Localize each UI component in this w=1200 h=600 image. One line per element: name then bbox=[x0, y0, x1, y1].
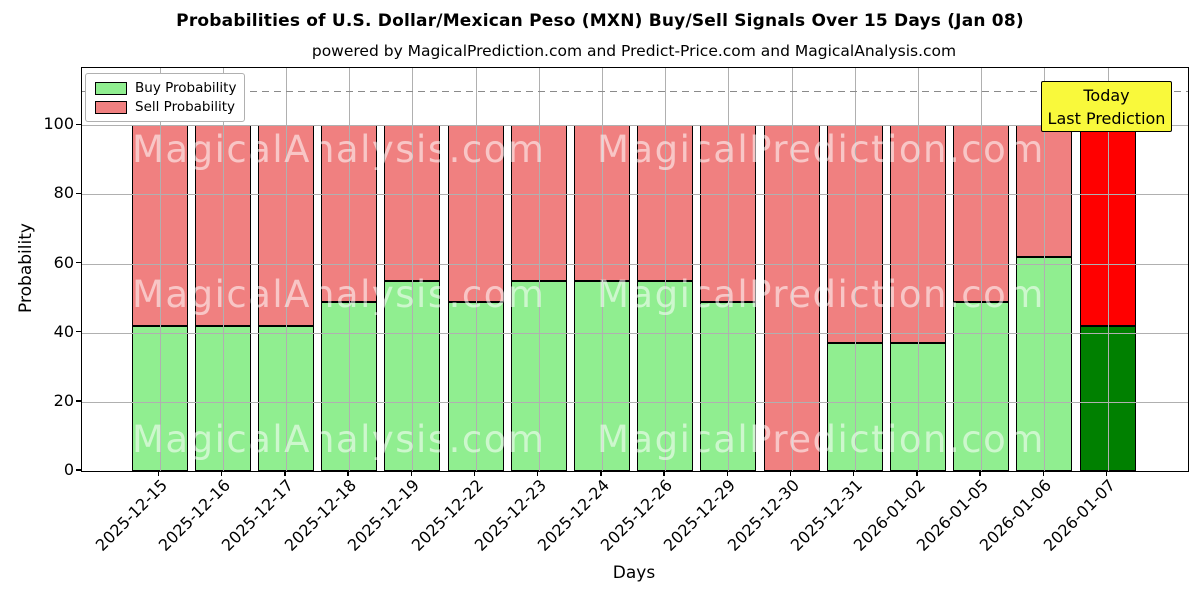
chart-subtitle: powered by MagicalPrediction.com and Pre… bbox=[311, 42, 957, 60]
v-gridline-5 bbox=[475, 68, 477, 471]
y-tick-mark-60 bbox=[76, 261, 81, 264]
x-tick-mark-2 bbox=[284, 471, 286, 476]
v-gridline-10 bbox=[791, 68, 793, 471]
legend-label-buy: Buy Probability bbox=[135, 80, 237, 96]
legend: Buy Probability Sell Probability bbox=[85, 73, 245, 122]
v-gridline-14 bbox=[1044, 68, 1046, 471]
y-tick-mark-20 bbox=[76, 400, 81, 402]
v-gridline-15 bbox=[1107, 68, 1109, 471]
y-tick-label-0: 0 bbox=[63, 460, 74, 479]
x-tick-mark-9 bbox=[726, 471, 728, 476]
v-gridline-7 bbox=[601, 68, 603, 471]
v-gridline-12 bbox=[917, 68, 919, 471]
v-gridline-9 bbox=[728, 68, 730, 471]
legend-swatch-buy bbox=[95, 81, 127, 95]
y-tick-label-20: 20 bbox=[53, 390, 74, 410]
chart-title: Probabilities of U.S. Dollar/Mexican Pes… bbox=[176, 11, 1024, 31]
y-tick-label-100: 100 bbox=[43, 114, 74, 134]
today-annotation-box: Today Last Prediction bbox=[1041, 81, 1172, 132]
today-annotation-line2: Last Prediction bbox=[1047, 108, 1166, 128]
v-gridline-13 bbox=[981, 68, 983, 471]
x-tick-mark-14 bbox=[1042, 471, 1044, 476]
plot-area: MagicalAnalysis.com MagicalPrediction.com… bbox=[81, 67, 1189, 472]
y-tick-mark-0 bbox=[76, 469, 81, 471]
x-tick-mark-10 bbox=[789, 471, 792, 476]
y-tick-mark-100 bbox=[76, 123, 81, 125]
v-gridline-8 bbox=[665, 68, 667, 471]
x-tick-mark-5 bbox=[473, 471, 476, 476]
h-gridline-60 bbox=[82, 263, 1188, 265]
v-gridline-3 bbox=[349, 68, 351, 471]
x-tick-mark-7 bbox=[600, 471, 602, 476]
y-tick-mark-80 bbox=[76, 192, 81, 195]
h-gridline-100 bbox=[82, 125, 1188, 127]
legend-label-sell: Sell Probability bbox=[135, 99, 236, 115]
x-tick-mark-12 bbox=[916, 471, 918, 476]
x-tick-mark-13 bbox=[979, 471, 981, 476]
v-gridline-0 bbox=[159, 68, 161, 471]
x-tick-mark-0 bbox=[157, 471, 160, 476]
v-gridline-2 bbox=[285, 68, 287, 471]
x-tick-mark-15 bbox=[1105, 471, 1108, 476]
y-tick-label-80: 80 bbox=[53, 183, 74, 203]
v-gridline-6 bbox=[538, 68, 540, 471]
v-gridline-11 bbox=[854, 68, 856, 471]
today-annotation-line1: Today bbox=[1083, 85, 1130, 105]
v-gridline-4 bbox=[412, 68, 414, 471]
y-tick-label-60: 60 bbox=[53, 252, 74, 272]
legend-row-buy: Buy Probability bbox=[95, 81, 244, 95]
x-tick-mark-4 bbox=[410, 471, 412, 476]
x-tick-mark-11 bbox=[853, 471, 855, 476]
v-gridline-1 bbox=[222, 68, 224, 471]
legend-swatch-sell bbox=[95, 100, 127, 114]
x-axis-label: Days bbox=[612, 563, 656, 583]
y-tick-label-40: 40 bbox=[53, 321, 74, 341]
x-tick-mark-3 bbox=[347, 471, 349, 476]
x-tick-mark-8 bbox=[663, 471, 665, 476]
y-tick-mark-40 bbox=[76, 331, 81, 333]
legend-row-sell: Sell Probability bbox=[95, 100, 244, 114]
h-gridline-40 bbox=[82, 332, 1188, 334]
threshold-dashed-line bbox=[82, 90, 1188, 93]
h-gridline-80 bbox=[82, 194, 1188, 196]
h-gridline-20 bbox=[82, 401, 1188, 403]
x-tick-mark-1 bbox=[221, 471, 223, 476]
x-tick-mark-6 bbox=[537, 471, 539, 476]
